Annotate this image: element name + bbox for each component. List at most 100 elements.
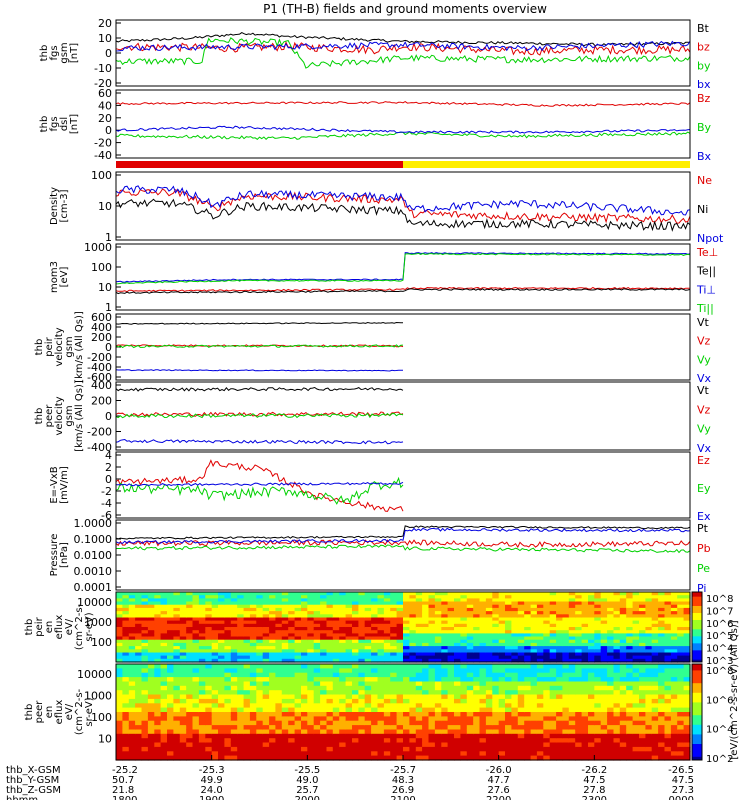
heatmap-cell: [639, 636, 646, 641]
heatmap-cell: [403, 668, 410, 674]
heatmap-cell: [211, 703, 219, 709]
heatmap-cell: [479, 607, 487, 612]
heatmap-cell: [677, 592, 685, 596]
heatmap-cell: [396, 595, 404, 599]
heatmap-cell: [167, 729, 174, 735]
heatmap-cell: [396, 617, 404, 622]
heatmap-cell: [607, 652, 615, 657]
heatmap-cell: [345, 627, 353, 631]
heatmap-cell: [313, 725, 321, 731]
heatmap-cell: [594, 738, 602, 744]
heatmap-cell: [198, 598, 206, 603]
heatmap-cell: [390, 668, 398, 674]
heatmap-cell: [307, 712, 315, 717]
heatmap-cell: [517, 617, 525, 622]
heatmap-cell: [262, 672, 270, 678]
heatmap-cell: [243, 694, 251, 700]
heatmap-cell: [575, 636, 583, 641]
heatmap-cell: [530, 685, 538, 691]
heatmap-cell: [371, 592, 379, 596]
heatmap-cell: [269, 742, 277, 748]
heatmap-cell: [288, 751, 296, 757]
heatmap-cell: [632, 694, 640, 700]
heatmap-cell: [619, 601, 627, 606]
heatmap-cell: [479, 620, 487, 625]
heatmap-cell: [549, 707, 557, 713]
heatmap-cell: [249, 630, 257, 634]
heatmap-cell: [556, 725, 564, 731]
heatmap-cell: [301, 620, 308, 625]
heatmap-cell: [447, 729, 455, 735]
heatmap-cell: [613, 725, 621, 731]
heatmap-cell: [352, 636, 359, 641]
heatmap-cell: [683, 742, 691, 748]
heatmap-cell: [116, 636, 123, 641]
heatmap-cell: [562, 707, 570, 713]
heatmap-cell: [492, 607, 500, 612]
y-tick-label: 1: [105, 231, 112, 244]
heatmap-cell: [307, 633, 315, 638]
heatmap-cell: [492, 677, 500, 683]
heatmap-cell: [358, 668, 366, 674]
heatmap-cell: [269, 601, 277, 606]
heatmap-cell: [403, 698, 410, 704]
legend-entry: by: [697, 59, 711, 72]
heatmap-cell: [294, 703, 302, 709]
heatmap-cell: [422, 646, 430, 650]
heatmap-cell: [147, 646, 155, 650]
heatmap-cell: [179, 664, 187, 669]
heatmap-cell: [301, 592, 308, 596]
heatmap-cell: [588, 646, 595, 650]
heatmap-cell: [517, 623, 525, 628]
heatmap-cell: [581, 712, 589, 717]
heatmap-cell: [498, 694, 506, 700]
heatmap-cell: [237, 729, 245, 735]
heatmap-cell: [186, 746, 194, 752]
heatmap-cell: [588, 639, 595, 644]
heatmap-cell: [383, 681, 391, 687]
heatmap-cell: [218, 707, 225, 713]
heatmap-cell: [332, 636, 340, 641]
y-axis-label: fgs: [49, 45, 60, 60]
heatmap-cell: [141, 738, 149, 744]
heatmap-cell: [256, 595, 264, 599]
heatmap-cell: [619, 729, 627, 735]
heatmap-cell: [479, 664, 487, 669]
heatmap-cell: [466, 604, 474, 609]
heatmap-cell: [677, 642, 685, 647]
heatmap-cell: [147, 633, 155, 638]
heatmap-cell: [524, 733, 532, 739]
heatmap-cell: [160, 636, 168, 641]
heatmap-cell: [390, 649, 398, 654]
heatmap-cell: [594, 639, 602, 644]
heatmap-cell: [237, 742, 245, 748]
heatmap-cell: [339, 601, 347, 606]
heatmap-cell: [530, 751, 538, 757]
heatmap-cell: [147, 755, 155, 761]
heatmap-cell: [485, 655, 493, 660]
heatmap-cell: [307, 681, 315, 687]
heatmap-cell: [658, 725, 666, 731]
heatmap-cell: [160, 607, 168, 612]
panel-pressure: Pressure [nPa]1.00000.10000.01000.00100.0…: [49, 517, 711, 595]
heatmap-cell: [141, 729, 149, 735]
heatmap-cell: [626, 627, 634, 631]
heatmap-cell: [530, 595, 538, 599]
heatmap-cell: [485, 652, 493, 657]
heatmap-cell: [466, 672, 474, 678]
heatmap-cell: [262, 712, 270, 717]
heatmap-cell: [192, 685, 200, 691]
heatmap-cell: [186, 627, 194, 631]
heatmap-cell: [141, 698, 149, 704]
heatmap-cell: [415, 642, 423, 647]
heatmap-cell: [441, 652, 449, 657]
heatmap-cell: [485, 620, 493, 625]
heatmap-cell: [651, 607, 659, 612]
heatmap-cell: [549, 646, 557, 650]
heatmap-cell: [186, 716, 194, 722]
heatmap-cell: [664, 658, 672, 663]
heatmap-cell: [454, 623, 461, 628]
heatmap-cell: [651, 652, 659, 657]
heatmap-cell: [167, 690, 174, 696]
heatmap-cell: [390, 733, 398, 739]
